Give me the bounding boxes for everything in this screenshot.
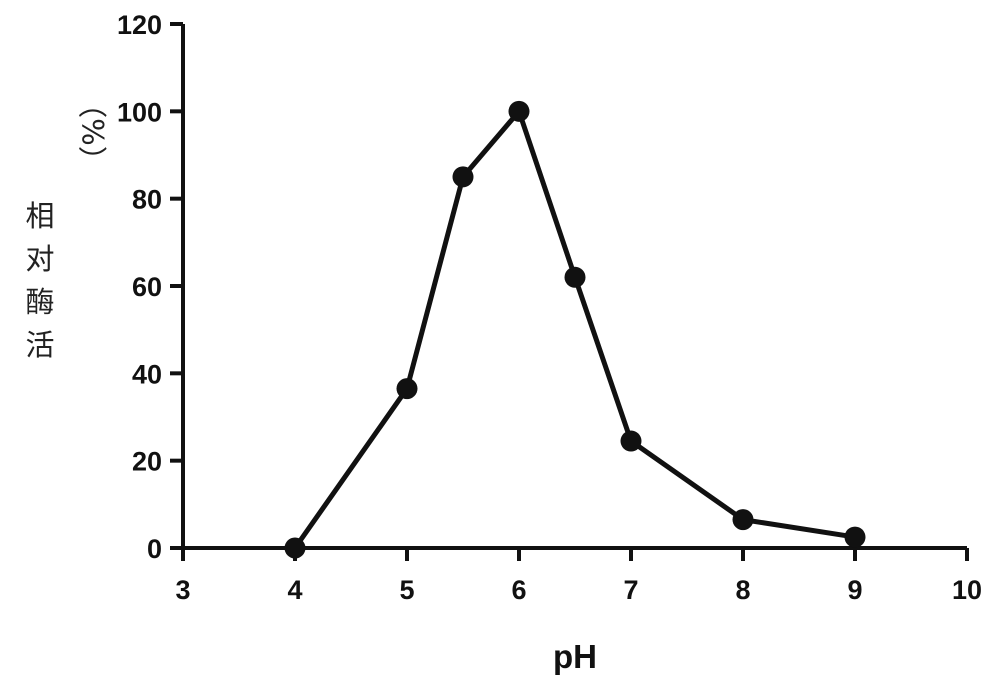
y-tick-label: 40 — [132, 359, 162, 389]
data-point — [396, 378, 418, 400]
data-point — [284, 537, 306, 559]
y-tick-label: 60 — [132, 272, 162, 302]
data-point — [620, 430, 642, 452]
data-point — [564, 266, 586, 288]
data-point — [844, 526, 866, 548]
y-tick-label: 20 — [132, 447, 162, 477]
y-tick-label: 80 — [132, 185, 162, 215]
x-tick-label: 10 — [952, 575, 982, 605]
x-tick-label: 9 — [847, 575, 862, 605]
y-label-unit: （%） — [77, 89, 111, 175]
y-label-char: 活 — [25, 328, 54, 362]
y-tick-label: 100 — [117, 97, 162, 127]
x-tick-label: 5 — [399, 575, 414, 605]
x-axis-title: pH — [553, 638, 597, 675]
y-label-char: 相 — [25, 199, 54, 233]
y-tick-label: 0 — [147, 534, 162, 564]
series-line — [292, 108, 856, 550]
y-label-char: 酶 — [25, 285, 54, 319]
data-point — [508, 100, 530, 122]
series — [284, 100, 866, 559]
x-tick-label: 6 — [511, 575, 526, 605]
y-label-char: 对 — [25, 242, 54, 276]
y-tick-label: 120 — [117, 10, 162, 40]
x-tick-label: 8 — [735, 575, 750, 605]
x-tick-label: 4 — [287, 575, 302, 605]
x-tick-label: 7 — [623, 575, 638, 605]
data-point — [452, 166, 474, 188]
x-tick-label: 3 — [175, 575, 190, 605]
data-point — [732, 509, 754, 531]
